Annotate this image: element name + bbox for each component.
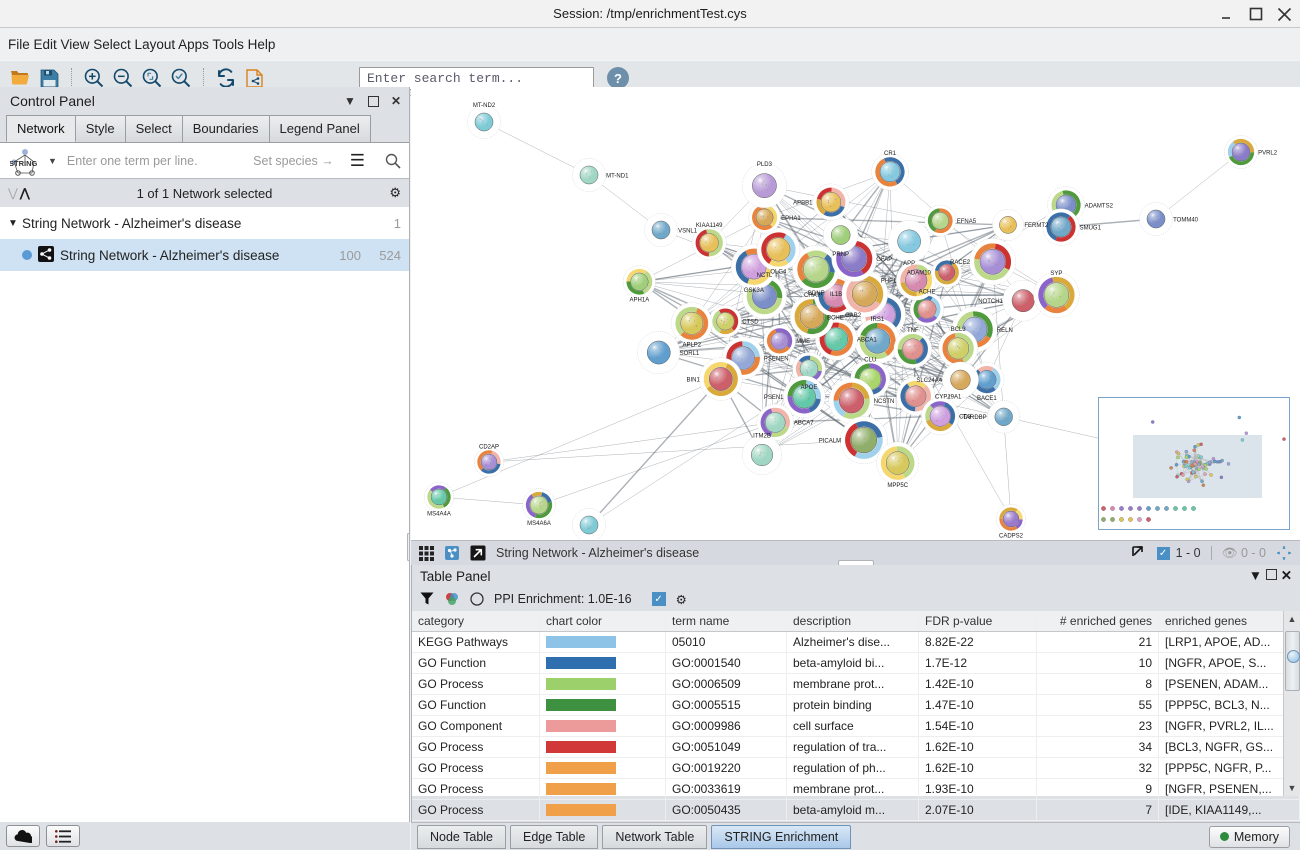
svg-text:IL1B: IL1B — [830, 292, 842, 298]
svg-text:BDNF: BDNF — [808, 291, 825, 297]
svg-text:NOTCH1: NOTCH1 — [978, 299, 1003, 305]
svg-text:RELN: RELN — [997, 328, 1013, 334]
svg-text:ABCA7: ABCA7 — [794, 421, 814, 427]
svg-text:RACE2: RACE2 — [950, 260, 971, 266]
svg-text:CADPS2: CADPS2 — [999, 534, 1024, 539]
svg-text:CLU: CLU — [864, 357, 876, 363]
svg-text:BCL3: BCL3 — [951, 327, 967, 333]
svg-text:APLP2: APLP2 — [682, 343, 701, 349]
svg-text:PRNP: PRNP — [832, 252, 849, 258]
svg-text:BCHE: BCHE — [827, 316, 844, 322]
svg-text:STRING: STRING — [10, 159, 38, 168]
svg-text:ABCA1: ABCA1 — [857, 338, 877, 344]
svg-text:BIN1: BIN1 — [686, 377, 700, 383]
svg-text:SLC24A4: SLC24A4 — [916, 378, 942, 384]
svg-text:APP: APP — [903, 261, 915, 267]
svg-text:IRS1: IRS1 — [871, 317, 885, 323]
svg-text:SYP: SYP — [1050, 271, 1062, 277]
svg-text:APOE: APOE — [801, 385, 818, 391]
svg-text:CD2AP: CD2AP — [479, 444, 499, 450]
svg-text:EPHA1: EPHA1 — [781, 216, 801, 222]
svg-text:MS4A6A: MS4A6A — [527, 521, 551, 527]
svg-text:PSENEN: PSENEN — [764, 356, 789, 362]
svg-text:ITM2B: ITM2B — [753, 433, 771, 439]
svg-text:NCSTN: NCSTN — [874, 399, 895, 405]
svg-text:EFNA5: EFNA5 — [957, 219, 977, 225]
svg-text:CYP19A1: CYP19A1 — [935, 394, 962, 400]
svg-text:ADAMTS2: ADAMTS2 — [1085, 203, 1114, 209]
svg-text:BACE1: BACE1 — [977, 396, 997, 402]
svg-text:GFAP: GFAP — [876, 257, 892, 263]
svg-text:MS4A4A: MS4A4A — [427, 512, 451, 518]
svg-text:PSEN1: PSEN1 — [764, 395, 784, 401]
svg-text:PLD3: PLD3 — [757, 162, 773, 168]
svg-text:APH1A: APH1A — [630, 298, 650, 304]
svg-text:SORL1: SORL1 — [680, 351, 700, 357]
svg-text:OLG4: OLG4 — [770, 270, 787, 276]
svg-text:APBB1: APBB1 — [793, 200, 813, 206]
svg-text:FERMT2: FERMT2 — [1024, 223, 1049, 229]
svg-text:PHF1: PHF1 — [881, 279, 897, 285]
svg-text:PVRL2: PVRL2 — [1258, 150, 1278, 156]
svg-text:TARDBP: TARDBP — [963, 415, 987, 421]
svg-text:ACHE: ACHE — [919, 290, 936, 296]
svg-text:TOMM40: TOMM40 — [1173, 217, 1199, 223]
svg-text:SMUG1: SMUG1 — [1080, 225, 1102, 231]
svg-text:GSK3A: GSK3A — [744, 288, 764, 294]
svg-text:CR1: CR1 — [884, 151, 897, 157]
svg-text:KIAA1149: KIAA1149 — [696, 223, 723, 229]
svg-text:ADAM10: ADAM10 — [907, 271, 932, 277]
svg-text:TNF: TNF — [907, 328, 919, 334]
svg-text:MT-ND2: MT-ND2 — [473, 103, 496, 109]
svg-text:VSNL1: VSNL1 — [678, 228, 698, 234]
svg-text:MME: MME — [796, 339, 810, 345]
svg-text:PICALM: PICALM — [819, 438, 841, 444]
svg-text:MT-ND1: MT-ND1 — [606, 173, 629, 179]
svg-text:CTSD: CTSD — [742, 320, 759, 326]
svg-text:MPP5C: MPP5C — [887, 483, 908, 489]
svg-text:GAB2: GAB2 — [845, 313, 862, 319]
